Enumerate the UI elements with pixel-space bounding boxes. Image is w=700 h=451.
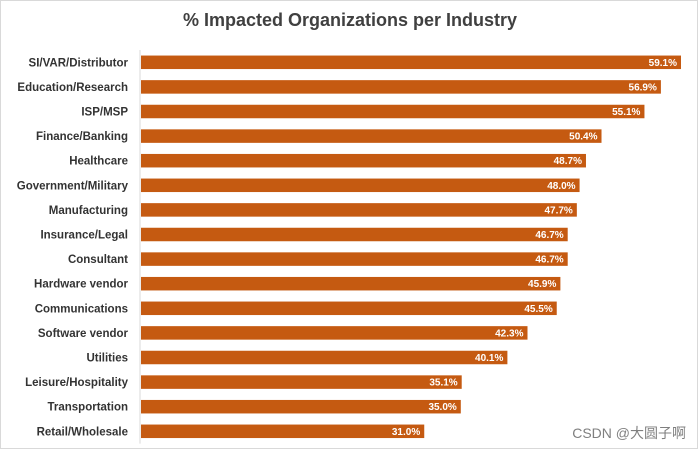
bar-13 — [141, 375, 462, 389]
data-label-4: 48.7% — [554, 156, 582, 167]
bar-3 — [141, 129, 602, 143]
category-label-2: ISP/MSP — [81, 107, 128, 119]
bar-15 — [141, 424, 425, 439]
watermark: CSDN @大圆子啊 — [572, 425, 686, 441]
bar-8 — [141, 252, 568, 266]
category-label-1: Education/Research — [17, 82, 128, 94]
data-label-11: 42.3% — [495, 328, 523, 339]
bar-5 — [141, 178, 580, 193]
data-label-14: 35.0% — [428, 402, 456, 413]
category-label-10: Communications — [35, 303, 128, 315]
data-label-6: 47.7% — [544, 205, 572, 216]
bar-12 — [141, 350, 508, 365]
data-label-8: 46.7% — [535, 255, 563, 266]
data-label-1: 56.9% — [629, 82, 657, 93]
data-label-15: 31.0% — [392, 427, 420, 438]
data-label-10: 45.5% — [524, 304, 552, 315]
data-label-5: 48.0% — [547, 181, 575, 192]
bar-1 — [141, 80, 661, 94]
category-label-0: SI/VAR/Distributor — [29, 57, 129, 69]
bar-9 — [141, 276, 561, 291]
category-label-12: Utilities — [86, 353, 128, 365]
category-label-7: Insurance/Legal — [40, 230, 128, 242]
category-label-5: Government/Military — [17, 180, 129, 192]
data-label-3: 50.4% — [569, 132, 597, 143]
data-label-13: 35.1% — [429, 378, 457, 389]
bar-6 — [141, 203, 577, 217]
bar-2 — [141, 104, 645, 119]
category-label-14: Transportation — [47, 402, 128, 414]
data-label-9: 45.9% — [528, 279, 556, 290]
category-label-9: Hardware vendor — [34, 279, 128, 291]
bar-10 — [141, 301, 557, 316]
bar-0 — [141, 55, 681, 70]
category-label-11: Software vendor — [38, 328, 129, 340]
data-label-7: 46.7% — [535, 230, 563, 241]
category-label-4: Healthcare — [69, 156, 128, 168]
chart-title: % Impacted Organizations per Industry — [182, 10, 518, 30]
category-label-13: Leisure/Hospitality — [25, 377, 128, 389]
category-label-6: Manufacturing — [49, 205, 128, 217]
data-label-0: 59.1% — [649, 58, 677, 69]
bar-14 — [141, 399, 461, 414]
category-label-15: Retail/Wholesale — [37, 426, 128, 438]
bar-7 — [141, 227, 568, 242]
category-label-3: Finance/Banking — [36, 131, 128, 143]
data-label-12: 40.1% — [475, 353, 503, 364]
data-label-2: 55.1% — [612, 107, 640, 118]
bar-11 — [141, 326, 528, 340]
category-label-8: Consultant — [68, 254, 128, 266]
bar-4 — [141, 153, 586, 168]
